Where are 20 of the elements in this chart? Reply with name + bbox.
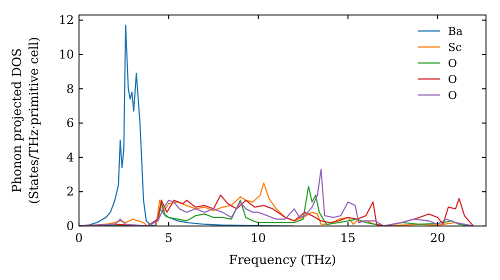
y-axis-title: Phonon projected DOS (States/THz·primitive cell): [9, 36, 41, 204]
y-tick-label: 12: [58, 13, 74, 28]
x-tick-label: 20: [430, 231, 446, 245]
legend-label: O: [448, 73, 458, 86]
y-tick-label: 0: [66, 219, 74, 233]
legend-label: Ba: [448, 25, 464, 38]
y-tick-label: 6: [66, 116, 74, 130]
y-tick-label: 2: [66, 184, 74, 199]
x-tick-label: 0: [75, 231, 83, 245]
x-tick-label: 10: [250, 231, 266, 245]
y-tick-label: 8: [66, 82, 74, 96]
x-axis-title: Frequency (THz): [228, 252, 336, 267]
line-series: [79, 168, 474, 226]
legend-label: Sc: [448, 41, 462, 54]
x-tick-label: 15: [340, 231, 356, 245]
y-tick-label: 4: [66, 150, 74, 164]
legend-label: O: [448, 89, 458, 102]
legend-label: O: [448, 57, 458, 70]
x-tick-label: 5: [164, 231, 172, 245]
y-tick-label: 10: [58, 47, 74, 62]
